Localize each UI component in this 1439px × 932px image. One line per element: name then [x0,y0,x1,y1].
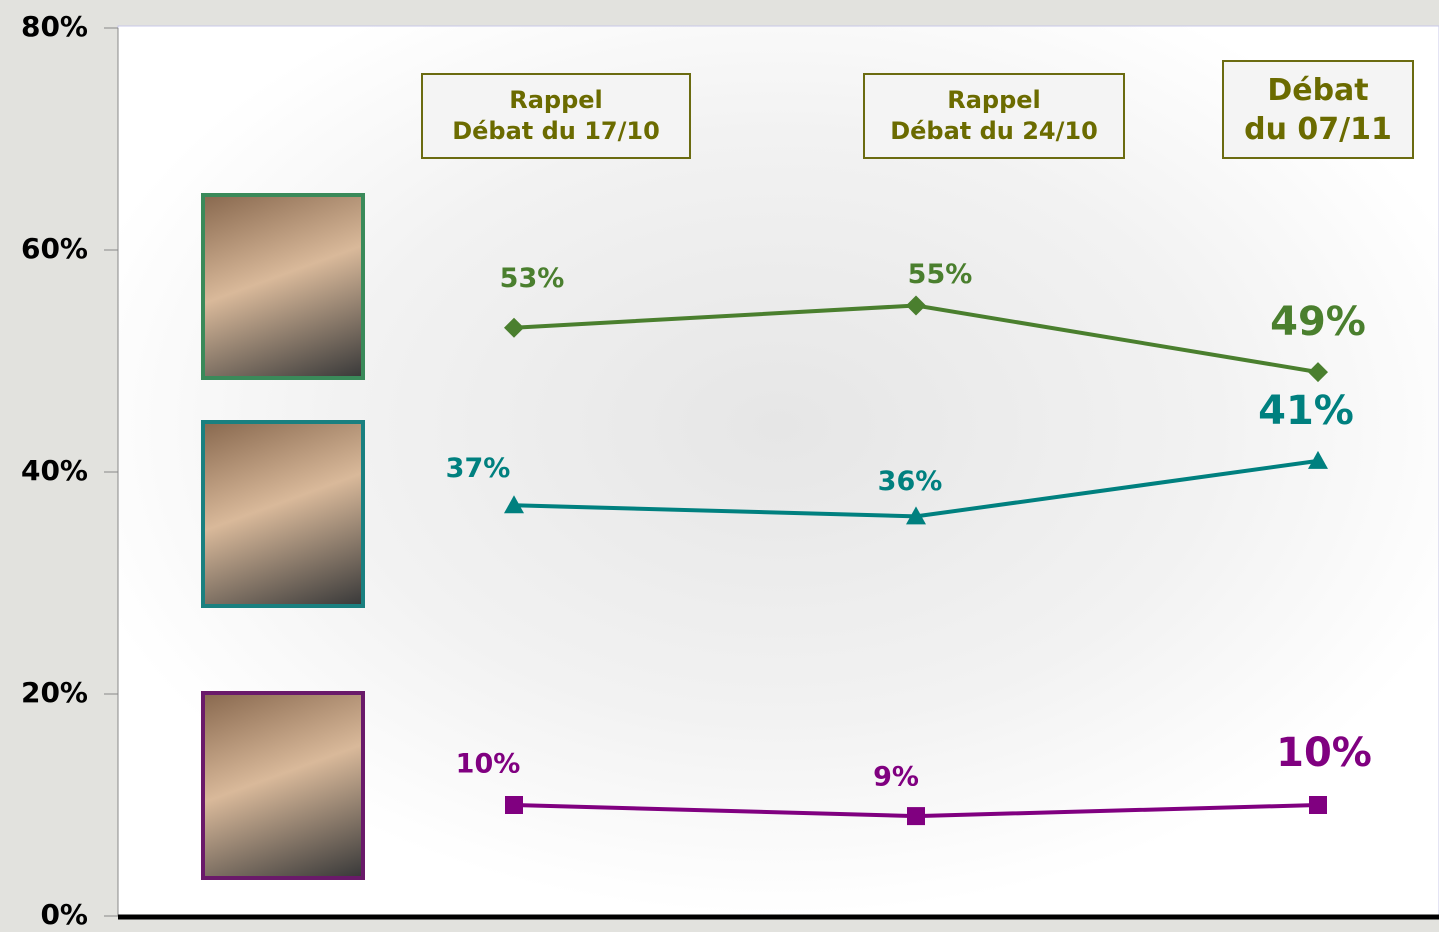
data-label: 41% [1258,388,1354,434]
y-tick-label: 0% [40,898,88,931]
data-label: 53% [500,263,565,294]
data-label: 10% [1276,730,1372,776]
category-label: Rappel Débat du 24/10 [863,73,1125,159]
category-label: Débat du 07/11 [1222,60,1414,159]
y-tick-label: 40% [21,454,88,487]
candidate-photo [201,420,365,608]
data-label: 55% [908,259,973,290]
candidate-photo [201,193,365,380]
data-label: 36% [878,466,943,497]
marker [505,796,523,814]
y-tick-label: 60% [21,232,88,265]
data-label: 9% [873,762,919,793]
data-label: 10% [456,749,521,780]
category-label: Rappel Débat du 17/10 [421,73,691,159]
data-label: 49% [1270,299,1366,345]
page: 0% 20% 40% 60% 80% 53% 55% 49% 37% 36% 41% 10% 9% 10%… [0,0,1439,932]
data-label: 37% [446,453,511,484]
y-tick-label: 20% [21,676,88,709]
marker [907,807,925,825]
marker [1309,796,1327,814]
y-tick-label: 80% [21,10,88,43]
candidate-photo [201,691,365,880]
